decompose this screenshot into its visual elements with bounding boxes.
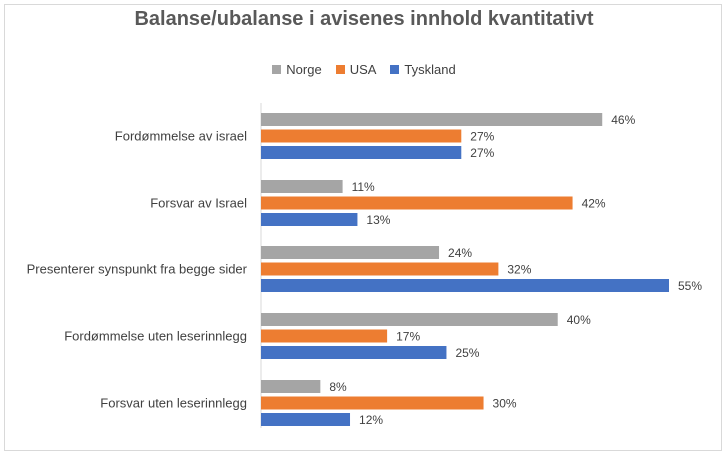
legend-item-tyskland: Tyskland (390, 62, 456, 77)
legend-label-tyskland: Tyskland (404, 62, 456, 77)
bar-usa (261, 196, 573, 210)
bar-norge (261, 246, 440, 259)
bar-norge (261, 313, 558, 326)
data-label: 27% (470, 146, 494, 160)
bar-usa (261, 329, 388, 343)
legend-swatch-usa (335, 65, 345, 74)
bar-norge (261, 180, 343, 193)
category-label: Forsvar av Israel (150, 196, 247, 211)
legend-item-norge: Norge (272, 62, 322, 77)
legend-swatch-tyskland (390, 65, 400, 74)
legend-item-usa: USA (335, 62, 377, 77)
data-label: 25% (455, 346, 479, 360)
category-label: Forsvar uten leserinnlegg (100, 396, 247, 411)
bar-tyskland (261, 213, 358, 226)
data-label: 12% (359, 413, 383, 427)
bar-tyskland (261, 146, 462, 159)
data-label: 40% (567, 313, 591, 327)
data-label: 30% (493, 397, 517, 411)
data-label: 17% (396, 330, 420, 344)
bar-usa (261, 396, 484, 410)
legend-label-norge: Norge (286, 62, 322, 77)
bar-tyskland (261, 346, 447, 359)
bar-usa (261, 262, 499, 276)
data-label: 13% (366, 213, 390, 227)
chart-title: Balanse/ubalanse i avisenes innhold kvan… (134, 8, 594, 30)
data-label: 8% (329, 380, 347, 394)
data-label: 11% (352, 180, 375, 194)
legend-label-usa: USA (349, 62, 377, 77)
legend-swatch-norge (272, 65, 282, 74)
data-label: 32% (507, 263, 531, 277)
category-label: Fordømmelse uten leserinnlegg (64, 329, 247, 344)
category-label: Presenterer synspunkt fra begge sider (27, 262, 248, 277)
bar-tyskland (261, 279, 669, 292)
chart-legend: Norge USA Tyskland (0, 62, 728, 77)
category-label: Fordømmelse av israel (115, 129, 247, 144)
bar-usa (261, 129, 462, 143)
data-label: 42% (582, 197, 606, 211)
data-label: 27% (470, 130, 494, 144)
data-label: 46% (611, 113, 635, 127)
bar-norge (261, 380, 321, 393)
bar-tyskland (261, 413, 351, 426)
chart-frame (4, 4, 722, 451)
data-label: 55% (678, 279, 702, 293)
data-label: 24% (448, 246, 472, 260)
bar-norge (261, 113, 603, 126)
